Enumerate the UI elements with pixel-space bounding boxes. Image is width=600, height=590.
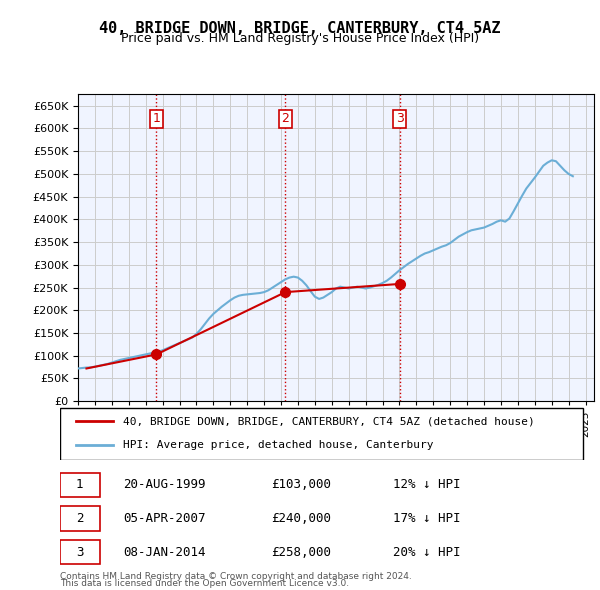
Text: 05-APR-2007: 05-APR-2007 <box>124 512 206 525</box>
Text: This data is licensed under the Open Government Licence v3.0.: This data is licensed under the Open Gov… <box>60 579 349 588</box>
Text: £240,000: £240,000 <box>271 512 331 525</box>
FancyBboxPatch shape <box>60 473 100 497</box>
Text: 2: 2 <box>281 113 289 126</box>
FancyBboxPatch shape <box>60 540 100 565</box>
Text: 08-JAN-2014: 08-JAN-2014 <box>124 546 206 559</box>
Text: £258,000: £258,000 <box>271 546 331 559</box>
Text: 1: 1 <box>76 478 83 491</box>
FancyBboxPatch shape <box>60 408 583 460</box>
FancyBboxPatch shape <box>60 506 100 531</box>
Text: 40, BRIDGE DOWN, BRIDGE, CANTERBURY, CT4 5AZ (detached house): 40, BRIDGE DOWN, BRIDGE, CANTERBURY, CT4… <box>124 417 535 427</box>
Text: 40, BRIDGE DOWN, BRIDGE, CANTERBURY, CT4 5AZ: 40, BRIDGE DOWN, BRIDGE, CANTERBURY, CT4… <box>99 21 501 35</box>
Text: 12% ↓ HPI: 12% ↓ HPI <box>392 478 460 491</box>
Text: 20-AUG-1999: 20-AUG-1999 <box>124 478 206 491</box>
Text: Price paid vs. HM Land Registry's House Price Index (HPI): Price paid vs. HM Land Registry's House … <box>121 32 479 45</box>
Text: 17% ↓ HPI: 17% ↓ HPI <box>392 512 460 525</box>
Text: 1: 1 <box>152 113 160 126</box>
Text: 20% ↓ HPI: 20% ↓ HPI <box>392 546 460 559</box>
Text: HPI: Average price, detached house, Canterbury: HPI: Average price, detached house, Cant… <box>124 440 434 450</box>
Text: 3: 3 <box>396 113 404 126</box>
Text: 2: 2 <box>76 512 83 525</box>
Text: Contains HM Land Registry data © Crown copyright and database right 2024.: Contains HM Land Registry data © Crown c… <box>60 572 412 581</box>
Text: 3: 3 <box>76 546 83 559</box>
Text: £103,000: £103,000 <box>271 478 331 491</box>
